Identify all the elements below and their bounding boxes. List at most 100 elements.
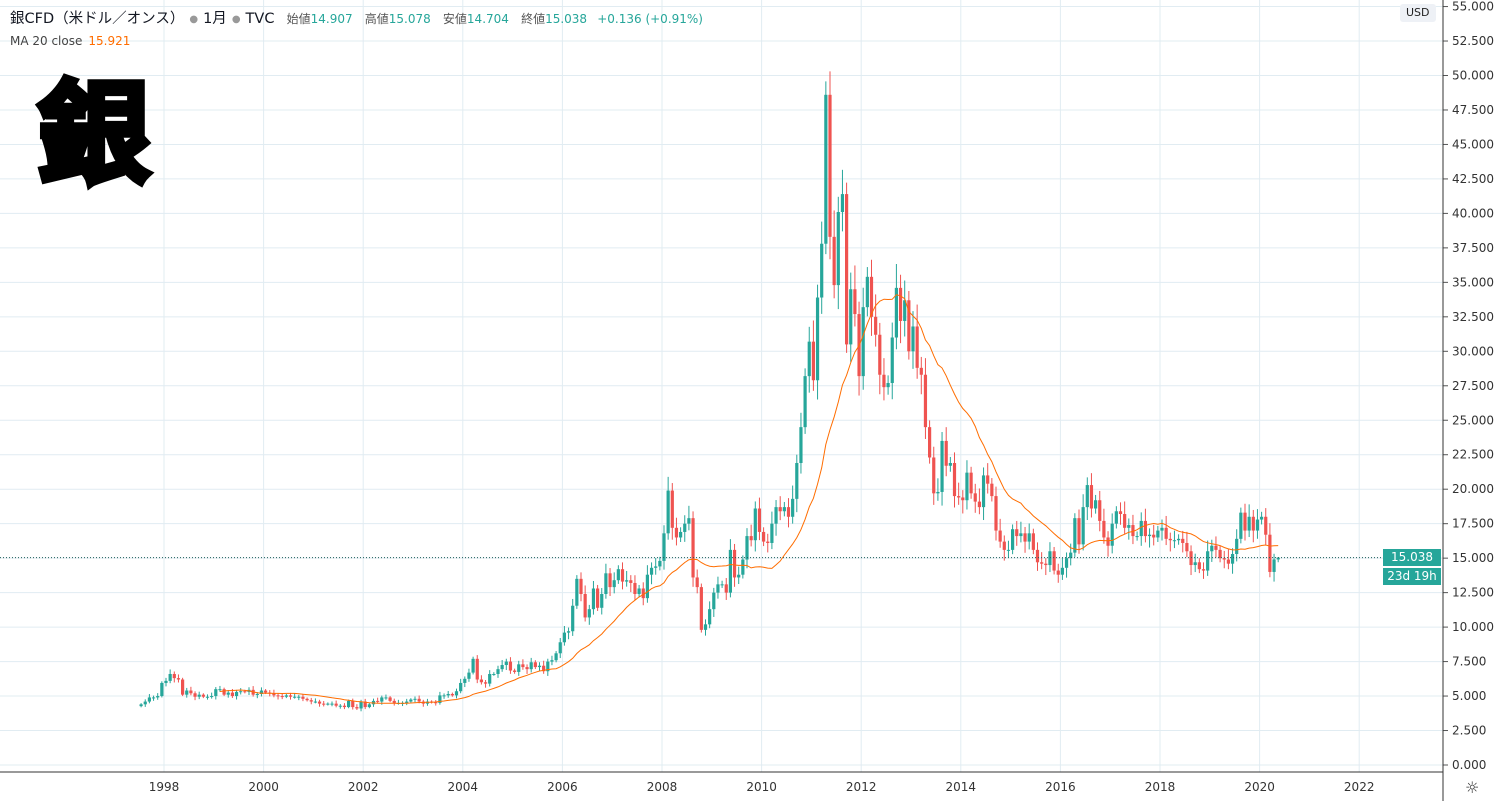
candle	[529, 657, 533, 673]
y-tick-label: 50.000	[1452, 69, 1494, 83]
candle-body	[1015, 529, 1019, 537]
candle	[297, 694, 301, 701]
candle-body	[1243, 512, 1247, 531]
candle-body	[591, 588, 596, 610]
candle-body	[840, 194, 845, 213]
candle	[845, 182, 849, 353]
candle-body	[712, 592, 716, 610]
x-tick-label: 1998	[149, 780, 180, 794]
candle-body	[1011, 529, 1015, 550]
candle-body	[865, 276, 869, 308]
candle-body	[483, 682, 488, 684]
candle	[923, 358, 928, 439]
candle	[604, 563, 608, 599]
candle	[1185, 531, 1189, 558]
candle-body	[305, 698, 309, 701]
candle	[1152, 524, 1156, 546]
candle	[355, 704, 359, 711]
high-label: 高値	[364, 12, 389, 26]
candle-body	[836, 212, 840, 286]
candle	[1040, 552, 1044, 570]
currency-badge[interactable]: USD	[1400, 4, 1436, 22]
candle	[894, 264, 898, 350]
candle	[874, 294, 878, 347]
candle	[1073, 513, 1077, 557]
candle	[1135, 531, 1139, 541]
candle	[1235, 529, 1239, 562]
ma-line	[219, 294, 1279, 704]
high-value: 15.078	[388, 12, 431, 26]
candle	[1106, 531, 1110, 557]
candle	[575, 575, 579, 609]
candle	[579, 572, 583, 602]
y-tick-label: 12.500	[1452, 586, 1494, 600]
candle	[317, 699, 322, 707]
candle-body	[824, 94, 828, 244]
candle-body	[546, 661, 550, 672]
low-label: 安値	[442, 12, 467, 26]
candle-body	[562, 632, 566, 643]
candle-body	[1264, 516, 1268, 535]
candle	[1089, 473, 1094, 518]
candle	[1243, 503, 1247, 541]
candle	[1060, 557, 1064, 580]
candle-body	[504, 661, 508, 666]
candle	[421, 699, 425, 707]
candle-body	[1106, 537, 1110, 546]
symbol-title[interactable]: 銀CFD（米ドル／オンス）	[10, 11, 185, 27]
candle	[176, 674, 181, 683]
ma-legend[interactable]: MA 20 close 15.921	[10, 34, 130, 48]
candle	[1019, 521, 1023, 543]
candle-body	[1185, 542, 1189, 552]
candle	[409, 698, 413, 703]
candle-body	[807, 341, 811, 377]
candle-body	[903, 300, 907, 321]
candle	[853, 265, 857, 327]
candle-body	[342, 705, 347, 708]
candle-body	[753, 508, 757, 541]
candle-body	[965, 472, 969, 501]
candle	[911, 311, 915, 369]
candle	[338, 704, 342, 709]
candle-body	[214, 689, 218, 697]
settings-gear-icon[interactable]: ☼	[1465, 778, 1480, 797]
candle-body	[550, 660, 554, 662]
ma-label: MA 20 close	[10, 34, 83, 48]
x-tick-label: 2012	[846, 780, 877, 794]
candle-body	[181, 679, 185, 695]
candle	[799, 412, 803, 474]
candle-body	[529, 662, 533, 670]
candle	[625, 570, 629, 587]
candle	[965, 460, 969, 510]
candle-body	[571, 605, 575, 632]
interval-label[interactable]: 1月	[203, 11, 227, 27]
candle-body	[957, 496, 961, 498]
candle-body	[508, 661, 513, 671]
candle-body	[1002, 541, 1006, 550]
candle	[1226, 549, 1230, 570]
candle-body	[782, 507, 786, 512]
candle	[674, 517, 679, 546]
candle-body	[674, 527, 679, 538]
candle	[201, 693, 205, 699]
candle-body	[164, 680, 168, 683]
candle	[961, 490, 965, 514]
candle-body	[463, 678, 467, 683]
candle	[596, 584, 600, 611]
x-tick-label: 2014	[946, 780, 977, 794]
x-tick-label: 2016	[1045, 780, 1076, 794]
candle-body	[492, 673, 496, 675]
candle-body	[633, 582, 637, 595]
candle	[151, 695, 156, 701]
candle-body	[749, 536, 753, 541]
candle-body	[774, 507, 778, 524]
candle	[1102, 508, 1106, 544]
candle-body	[666, 490, 670, 534]
candle	[1268, 523, 1272, 578]
candle-body	[1255, 519, 1260, 531]
candle	[1006, 540, 1011, 558]
candle	[156, 693, 160, 700]
candle	[1172, 530, 1177, 549]
candle	[857, 301, 861, 396]
